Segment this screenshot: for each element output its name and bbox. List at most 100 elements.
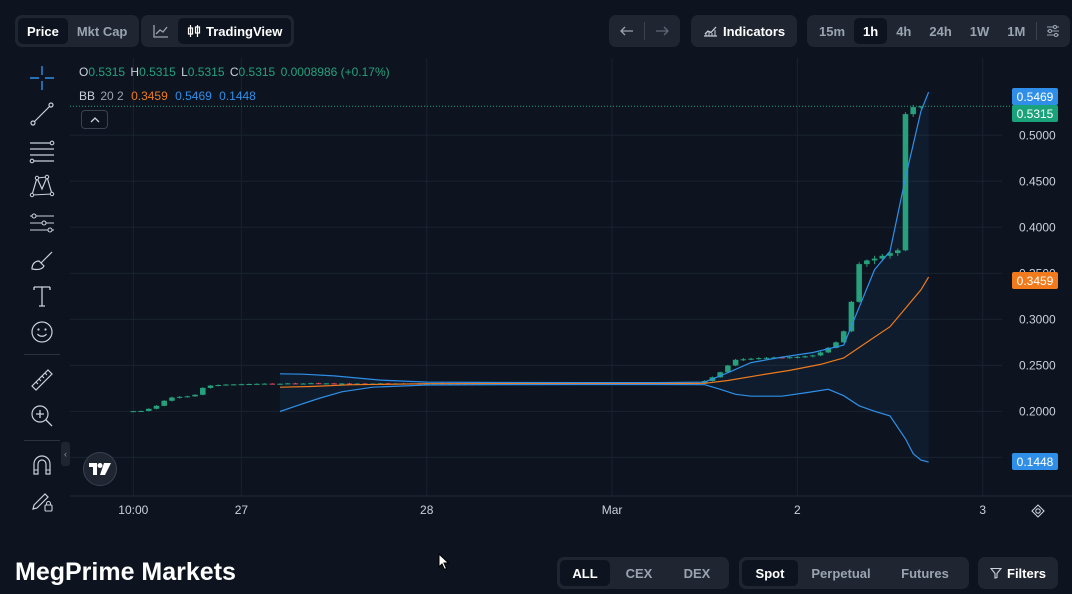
timeframe-1m[interactable]: 1M [1007, 23, 1026, 39]
candle-body [207, 385, 214, 388]
timeframe-1w[interactable]: 1W [969, 23, 990, 39]
open-label: O [79, 65, 89, 79]
price-tick-label: 0.5000 [1019, 128, 1056, 142]
candle-body [346, 383, 353, 385]
pattern-tool[interactable] [22, 172, 62, 200]
zoom-tool[interactable] [22, 402, 62, 430]
arrow-right-icon [656, 26, 669, 36]
candle-body [269, 383, 276, 385]
low-label: L [181, 65, 188, 79]
candle-body [254, 383, 260, 385]
market-tab-futures[interactable]: Futures [901, 565, 949, 581]
candle-body [315, 383, 322, 385]
legend-collapse-button[interactable] [81, 110, 108, 129]
line-chart-button[interactable] [144, 18, 178, 44]
candle-body [856, 264, 862, 302]
crosshair-icon [30, 66, 54, 90]
price-toggle-button[interactable]: Price [18, 18, 68, 44]
bb-mid-value: 0.3459 [131, 89, 168, 103]
candle-body [918, 106, 924, 108]
filter-icon [990, 567, 1002, 579]
candle-body [277, 383, 283, 385]
auto-scale-button[interactable] [1029, 502, 1047, 520]
horizontal-lines-tool[interactable] [22, 137, 62, 165]
candle-body [902, 114, 909, 251]
price-tick-label: 0.3000 [1019, 312, 1056, 326]
time-tick-label: Mar [602, 503, 623, 517]
indicators-icon [704, 26, 717, 37]
projection-icon [30, 213, 54, 233]
bb-legend[interactable]: BB 20 2 0.3459 0.5469 0.1448 [79, 89, 256, 103]
candle-body [223, 384, 229, 386]
magnet-tool[interactable] [22, 451, 62, 479]
tradingview-label: TradingView [206, 23, 283, 39]
candle-body [230, 384, 237, 386]
candle-body [840, 331, 847, 343]
lock-drawings-tool[interactable] [22, 487, 62, 515]
ruler-tool[interactable] [22, 366, 62, 394]
venue-tab-dex[interactable]: DEX [683, 565, 711, 581]
candle-body [161, 400, 167, 406]
mouse-cursor-icon [438, 553, 450, 571]
bb-label: BB [79, 89, 96, 103]
text-tool[interactable] [22, 282, 62, 310]
timeframe-24h[interactable]: 24h [929, 23, 952, 39]
undo-redo-group [609, 15, 680, 47]
trend-line-tool[interactable] [22, 100, 62, 128]
candle-body [717, 372, 723, 378]
timeframe-1h[interactable]: 1h [854, 18, 888, 44]
bollinger-band-lines [279, 91, 930, 463]
ohlc-legend: O0.5315 H0.5315 L0.5315 C0.5315 0.000898… [79, 65, 390, 79]
change-value: 0.0008986 (+0.17%) [280, 65, 390, 79]
candle-body [292, 383, 299, 385]
bb-upper-line [279, 91, 930, 384]
high-value: 0.5315 [139, 65, 176, 79]
chevron-up-icon [90, 116, 99, 122]
high-label: H [130, 65, 140, 79]
close-value: 0.5315 [238, 65, 276, 79]
tradingview-button[interactable]: TradingView [178, 18, 292, 44]
time-axis: 10:00 27 28 Mar 2 3 [118, 503, 986, 517]
candle-body [725, 365, 731, 373]
filters-button[interactable]: Filters [981, 560, 1055, 586]
tradingview-logo[interactable] [83, 452, 117, 486]
bb-lower-price-tag: 0.1448 [1012, 453, 1058, 470]
divider [1036, 22, 1038, 40]
candle-body [184, 396, 191, 398]
toolbar-collapse-handle[interactable]: ‹ [61, 442, 70, 466]
candle-body [138, 410, 144, 412]
timeframe-4h[interactable]: 4h [896, 23, 912, 39]
timeframe-15m[interactable]: 15m [819, 23, 846, 39]
market-tab-spot[interactable]: Spot [742, 560, 798, 586]
indicators-group: Indicators [691, 15, 798, 47]
arrow-left-icon [620, 26, 633, 36]
price-chart[interactable]: 0.50000.45000.40000.35000.30000.25000.20… [70, 58, 1072, 528]
tradingview-logo-icon [89, 463, 111, 475]
candle-body [153, 405, 160, 409]
redo-button[interactable] [647, 18, 677, 44]
crosshair-tool[interactable] [22, 64, 62, 92]
market-tab-perpetual[interactable]: Perpetual [811, 565, 871, 581]
bb-upper-price-tag: 0.5469 [1012, 88, 1058, 105]
bollinger-band-fill [280, 92, 929, 463]
chart-settings-button[interactable] [1039, 18, 1067, 44]
venue-tab-cex[interactable]: CEX [625, 565, 653, 581]
pencil-lock-icon [32, 493, 53, 512]
candle-body [894, 250, 901, 254]
line-chart-icon [153, 25, 168, 38]
candlestick-icon [187, 25, 201, 37]
venue-tab-all[interactable]: ALL [560, 560, 610, 586]
undo-button[interactable] [612, 18, 642, 44]
time-tick-label: 27 [235, 503, 249, 517]
emoji-tool[interactable] [22, 318, 62, 346]
brand-title: MegPrime Markets [15, 558, 236, 586]
candle-body [910, 107, 916, 115]
brush-tool[interactable] [22, 246, 62, 274]
candle-body [779, 357, 785, 359]
price-tick-label: 0.2000 [1019, 404, 1056, 418]
projection-tool[interactable] [22, 209, 62, 237]
mktcap-toggle-button[interactable]: Mkt Cap [76, 23, 128, 39]
last-price-tag: 0.5315 [1012, 105, 1058, 122]
candle-body [871, 258, 878, 261]
indicators-button[interactable]: Indicators [694, 18, 794, 44]
